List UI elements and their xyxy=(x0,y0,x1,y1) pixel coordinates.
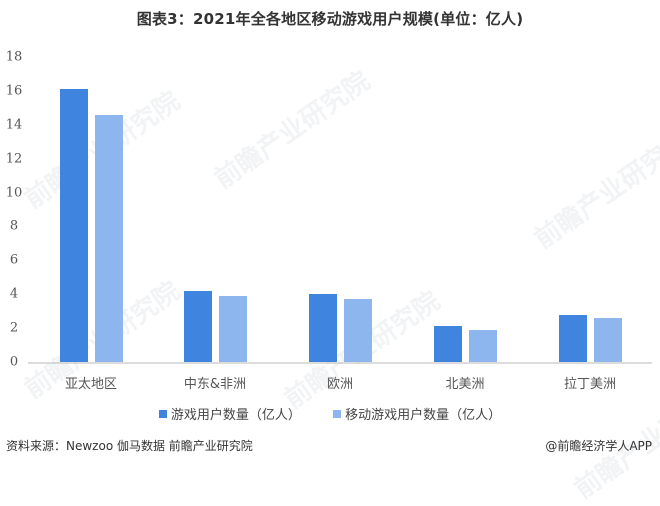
credit-note: @前瞻经济学人APP xyxy=(545,439,652,453)
y-tick-label: 4 xyxy=(9,286,19,302)
watermark: 前瞻产业研究院 xyxy=(529,126,660,256)
y-tick-label: 8 xyxy=(9,218,19,234)
x-category-label: 拉丁美洲 xyxy=(563,377,616,392)
bar-game-users xyxy=(558,314,587,362)
y-tick-label: 16 xyxy=(5,83,23,99)
y-tick-label: 6 xyxy=(9,252,19,268)
chart-plot-area: 前瞻产业研究院前瞻产业研究院前瞻产业研究院前瞻产业研究院前瞻产业研究院前瞻产业研… xyxy=(5,49,660,506)
x-category-label: 欧洲 xyxy=(326,377,353,392)
legend-label: 游戏用户数量（亿人） xyxy=(170,408,301,423)
bar-game-users xyxy=(59,89,88,362)
legend-swatch-series1 xyxy=(158,409,167,418)
bar-mobile-game-users xyxy=(468,329,497,362)
x-axis-line xyxy=(28,362,652,364)
y-tick-label: 14 xyxy=(5,117,23,133)
y-tick-label: 12 xyxy=(5,151,23,167)
bar-mobile-game-users xyxy=(218,295,247,362)
legend-item-mobile-game-users[interactable]: 移动游戏用户数量（亿人） xyxy=(333,404,501,423)
legend-label: 移动游戏用户数量（亿人） xyxy=(345,408,502,423)
y-tick-label: 10 xyxy=(5,185,23,201)
chart-title: 图表3：2021年全各地区移动游戏用户规模(单位：亿人) xyxy=(136,10,524,28)
x-category-label: 中东&非洲 xyxy=(183,377,247,392)
watermark: 前瞻产业研究院 xyxy=(209,66,376,196)
y-tick-label: 2 xyxy=(9,320,19,336)
y-tick-label: 18 xyxy=(5,49,23,65)
legend-swatch-series2 xyxy=(333,409,342,418)
source-note: 资料来源：Newzoo 伽马数据 前瞻产业研究院 xyxy=(6,439,253,453)
bar-mobile-game-users xyxy=(343,299,372,362)
bar-game-users xyxy=(433,326,462,362)
bar-game-users xyxy=(183,290,212,362)
x-category-label: 北美洲 xyxy=(445,377,485,392)
bar-game-users xyxy=(308,294,337,362)
bar-mobile-game-users xyxy=(593,317,622,362)
chart-legend: 游戏用户数量（亿人） 移动游戏用户数量（亿人） xyxy=(0,404,660,423)
x-category-label: 亚太地区 xyxy=(64,377,117,392)
legend-item-game-users[interactable]: 游戏用户数量（亿人） xyxy=(158,404,301,423)
y-tick-label: 0 xyxy=(9,354,19,370)
bar-mobile-game-users xyxy=(94,114,123,362)
